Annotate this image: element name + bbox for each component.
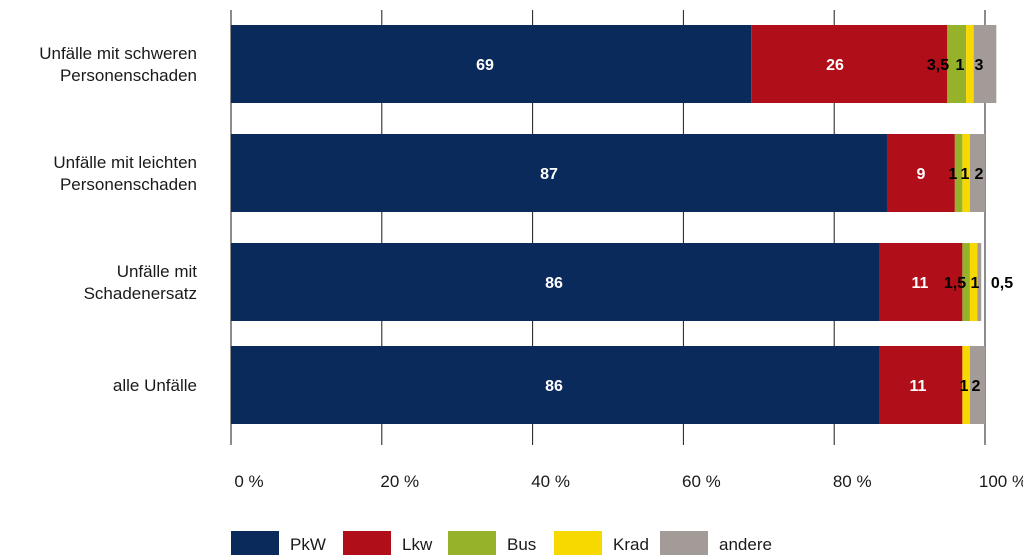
- bar-segment: [231, 243, 880, 321]
- data-label: 1: [949, 166, 958, 183]
- bar-segment: [969, 346, 985, 424]
- data-label: 1: [956, 57, 965, 74]
- x-tick-labels: 0 % 20 % 40 % 60 % 80 % 100 %: [234, 472, 1023, 491]
- bar-segment: [947, 25, 967, 103]
- legend-label: Krad: [613, 535, 649, 554]
- bar-segment: [751, 25, 948, 103]
- bar-segment: [977, 243, 982, 321]
- legend: PkW Lkw Bus Krad andere: [231, 531, 772, 555]
- bar-segment: [962, 346, 970, 424]
- category-label: alle Unfälle: [113, 376, 197, 395]
- bar-segment: [969, 134, 985, 212]
- x-tick-label: 0 %: [234, 472, 263, 491]
- category-label: Unfälle mit leichten: [53, 153, 197, 172]
- bar-segment: [879, 346, 963, 424]
- data-label: 11: [910, 378, 927, 395]
- legend-label: andere: [719, 535, 772, 554]
- data-label: 0,5: [991, 275, 1013, 292]
- bar-segment: [231, 346, 880, 424]
- legend-swatch: [448, 531, 496, 555]
- data-label: 2: [972, 378, 981, 395]
- category-label: Personenschaden: [60, 175, 197, 194]
- x-tick-label: 80 %: [833, 472, 872, 491]
- data-label: 3: [975, 57, 984, 74]
- legend-swatch: [554, 531, 602, 555]
- category-labels: Unfälle mit schweren Personenschaden Unfäl…: [39, 44, 197, 395]
- x-tick-label: 20 %: [380, 472, 419, 491]
- data-label: 86: [545, 275, 563, 292]
- bar-segment: [954, 134, 963, 212]
- data-label: 2: [975, 166, 984, 183]
- bar-segment: [969, 243, 978, 321]
- bar-segment: [962, 243, 970, 321]
- data-label: 3,5: [927, 57, 949, 74]
- bar-segment: [962, 134, 970, 212]
- bar-segment: [966, 25, 974, 103]
- category-label: Unfälle mit: [117, 262, 198, 281]
- category-label: Personenschaden: [60, 66, 197, 85]
- legend-swatch: [231, 531, 279, 555]
- data-label: 1,5: [944, 275, 966, 292]
- bar-segment: [231, 25, 752, 103]
- data-label: 1: [960, 378, 969, 395]
- data-label: 69: [476, 57, 494, 74]
- x-tick-label: 40 %: [531, 472, 570, 491]
- legend-label: Lkw: [402, 535, 433, 554]
- data-label: 1: [971, 275, 980, 292]
- category-label: Schadenersatz: [84, 284, 197, 303]
- x-tick-label: 60 %: [682, 472, 721, 491]
- data-label: 1: [961, 166, 970, 183]
- data-label: 11: [912, 275, 929, 292]
- bar-segment: [231, 134, 887, 212]
- data-label: 9: [917, 166, 926, 183]
- category-label: Unfälle mit schweren: [39, 44, 197, 63]
- legend-label: Bus: [507, 535, 536, 554]
- bar-segment: [973, 25, 997, 103]
- legend-swatch: [660, 531, 708, 555]
- legend-label: PkW: [290, 535, 326, 554]
- data-label: 26: [826, 57, 844, 74]
- data-label: 87: [540, 166, 558, 183]
- bar-segment: [879, 243, 963, 321]
- legend-swatch: [343, 531, 391, 555]
- bar-segment: [886, 134, 955, 212]
- bars: [231, 25, 997, 424]
- value-labels: 69 26 3,5 1 387 9 1 1 286 11 1,5 1 0,586 11 1 2: [476, 57, 1013, 395]
- data-label: 86: [545, 378, 563, 395]
- x-tick-label: 100 %: [979, 472, 1023, 491]
